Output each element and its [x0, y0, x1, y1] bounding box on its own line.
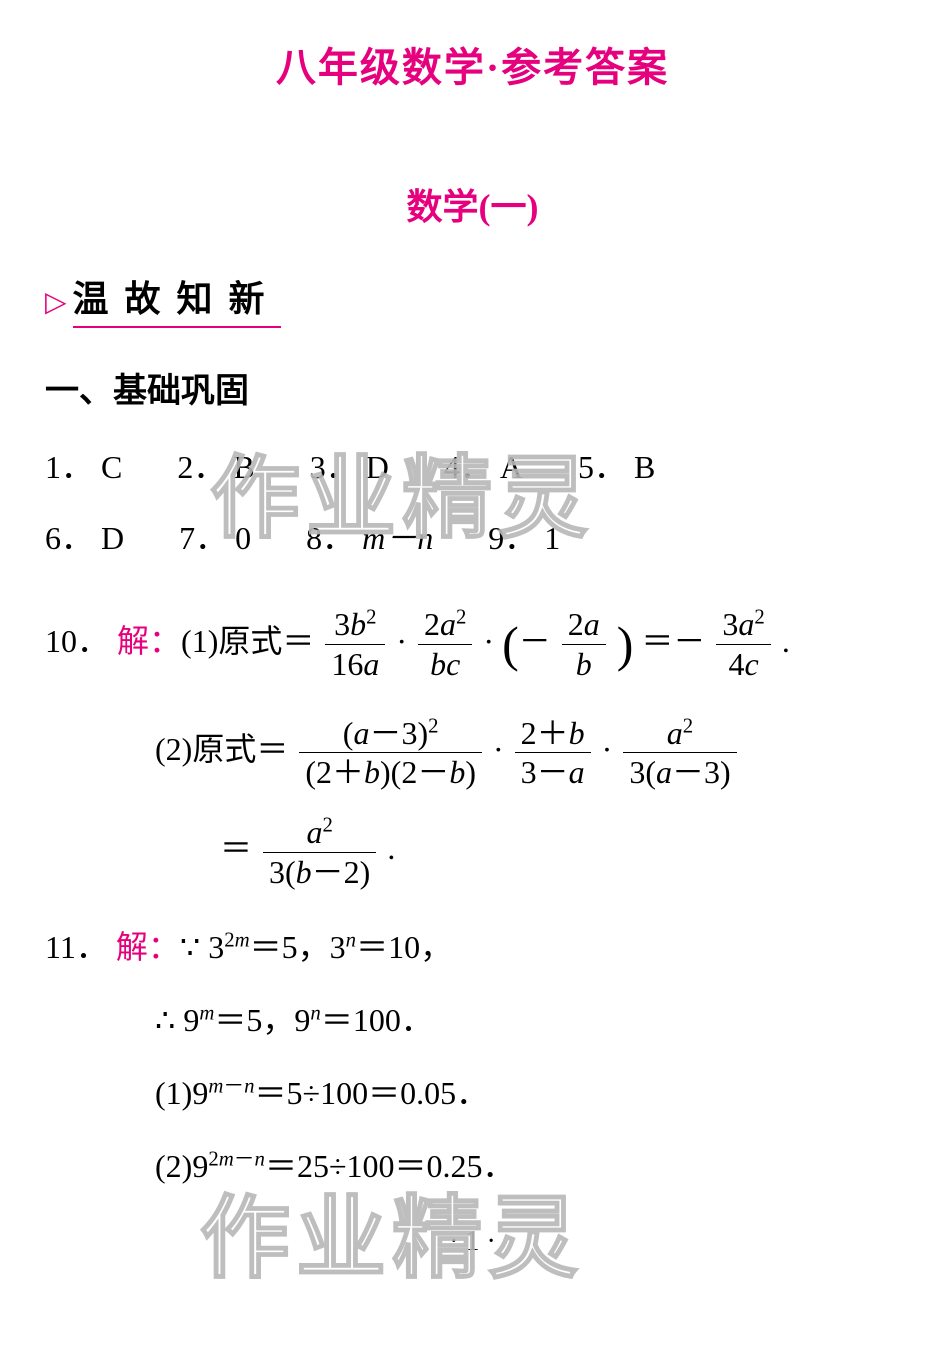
q6-ans: D: [101, 520, 124, 556]
q10-p2rd: 3(b－2): [269, 854, 370, 890]
q10-line3: ＝ a23(b－2) .: [45, 813, 900, 891]
q10-f3d: b: [576, 646, 592, 682]
q11-label: 解：: [116, 929, 180, 965]
q10-f2d: bc: [430, 646, 460, 682]
subsection-title: 一、基础巩固: [45, 363, 945, 412]
q10-line2: (2)原式＝ (a－3)2(2＋b)(2－b) · 2＋b3－a · a23(a…: [45, 714, 900, 792]
q2-num: 2．: [177, 449, 225, 485]
answer-row-1: 1．C 2．B 3．D 4．A 5．B: [45, 437, 900, 498]
q10-p2rn: a2: [306, 814, 332, 850]
section-header: ▷ 温故知新: [45, 270, 945, 328]
q10-f3n: 2a: [568, 606, 600, 642]
q4-ans: A: [500, 449, 523, 485]
q11-line4: (2)92m－n＝25÷100＝0.25．: [45, 1136, 900, 1197]
page-number: · 1 ·: [0, 1226, 945, 1258]
subtitle: 数学(一): [0, 178, 945, 230]
q10-p2f3n: a2: [667, 715, 693, 751]
q10-p2-prefix: (2)原式＝: [155, 731, 288, 767]
q2-ans: B: [233, 449, 254, 485]
q8-ans: m－n: [362, 520, 433, 556]
q5-ans: B: [634, 449, 655, 485]
q10-f1n: 3b2: [334, 606, 376, 642]
q10-line1: 10． 解：(1)原式＝ 3b216a · 2a2bc · (－ 2ab ) ＝…: [45, 597, 900, 692]
q3-num: 3．: [310, 449, 358, 485]
q10-p1-prefix: (1)原式＝: [181, 622, 314, 658]
q10-r1n: 3a2: [722, 606, 764, 642]
q5-num: 5．: [578, 449, 626, 485]
q10-num: 10．: [45, 622, 109, 658]
q11-line3: (1)9m－n＝5÷100＝0.05．: [45, 1063, 900, 1124]
triangle-icon: ▷: [45, 285, 67, 319]
q8-num: 8．: [306, 520, 354, 556]
page-title: 八年级数学·参考答案: [0, 35, 945, 93]
q4-num: 4．: [444, 449, 492, 485]
q10-p2f1n: (a－3)2: [343, 715, 439, 751]
q11-line1: 11． 解：∵ 32m＝5，3n＝10，: [45, 917, 900, 978]
q11-num: 11．: [45, 929, 108, 965]
q9-num: 9．: [488, 520, 536, 556]
q10-f2n: 2a2: [424, 606, 466, 642]
q10-r1d: 4c: [729, 646, 759, 682]
section-title: 温故知新: [73, 270, 281, 328]
q10-p2f3d: 3(a－3): [629, 754, 730, 790]
q11-given1: ∵ 32m＝5，3n＝10，: [180, 929, 452, 965]
q11-part2: (2)92m－n＝25÷100＝0.25．: [155, 1148, 515, 1184]
content-body: 1．C 2．B 3．D 4．A 5．B 6．D 7．0 8．m－n 9．1 10…: [45, 437, 900, 1196]
q1-num: 1．: [45, 449, 93, 485]
q7-ans: 0: [235, 520, 251, 556]
q10-f1d: 16a: [331, 646, 379, 682]
q9-ans: 1: [544, 520, 560, 556]
q10-p2f2n: 2＋b: [521, 715, 585, 751]
q6-num: 6．: [45, 520, 93, 556]
q7-num: 7．: [179, 520, 227, 556]
answer-row-2: 6．D 7．0 8．m－n 9．1: [45, 508, 900, 569]
q10-label: 解：: [117, 622, 181, 658]
q10-p2f2d: 3－a: [521, 754, 585, 790]
q11-part1: (1)9m－n＝5÷100＝0.05．: [155, 1075, 488, 1111]
q3-ans: D: [366, 449, 389, 485]
q1-ans: C: [101, 449, 122, 485]
q11-line2: ∴ 9m＝5，9n＝100．: [45, 990, 900, 1051]
q11-given2: ∴ 9m＝5，9n＝100．: [155, 1002, 433, 1038]
q10-p2f1d: (2＋b)(2－b): [305, 754, 476, 790]
